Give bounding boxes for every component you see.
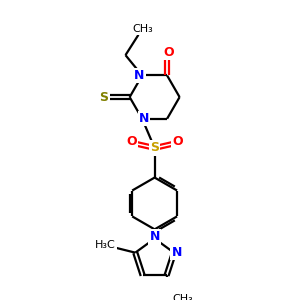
Text: H₃C: H₃C [95, 240, 116, 250]
Text: N: N [139, 112, 149, 125]
Text: O: O [164, 46, 174, 59]
Text: N: N [134, 69, 145, 82]
Text: O: O [126, 135, 137, 148]
Text: O: O [172, 135, 183, 148]
Text: N: N [172, 246, 182, 259]
Text: S: S [99, 91, 108, 103]
Text: S: S [150, 142, 159, 154]
Text: CH₃: CH₃ [133, 24, 153, 34]
Text: N: N [149, 230, 160, 243]
Text: CH₃: CH₃ [173, 293, 194, 300]
